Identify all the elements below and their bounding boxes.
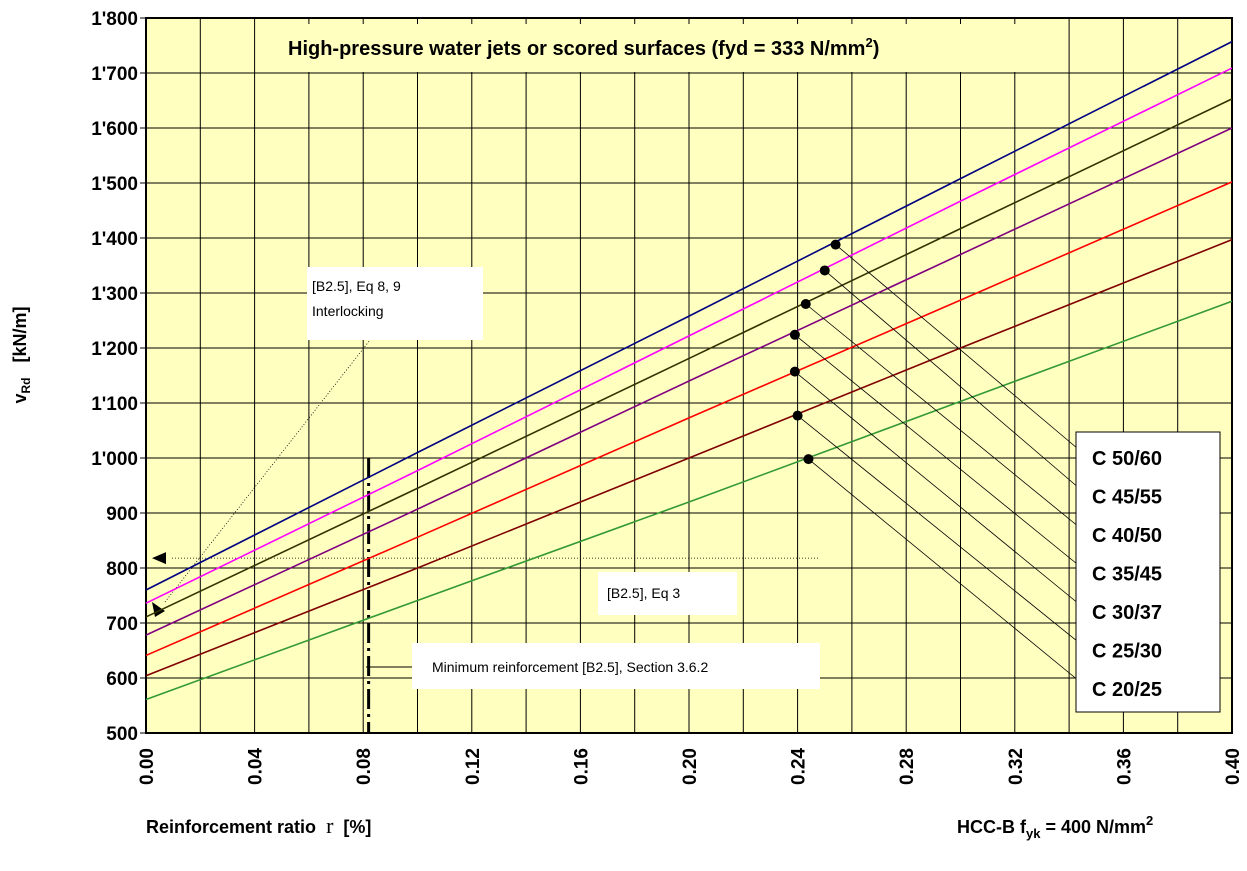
legend-leader-line	[835, 244, 1091, 460]
legend-item: C 20/25	[1092, 679, 1162, 701]
min-reinforcement-label-box	[412, 643, 820, 689]
y-tick-label: 1'800	[91, 9, 138, 30]
legend-leader-line	[824, 270, 1091, 498]
legend-leader-line	[808, 458, 1091, 691]
legend-item: C 35/45	[1092, 564, 1162, 586]
series-line	[145, 67, 1233, 604]
series-line	[145, 181, 1233, 657]
interlocking-label-line2: Interlocking	[312, 303, 384, 319]
title-box	[280, 24, 1020, 72]
series-line	[145, 127, 1233, 636]
x-tick-label: 0.12	[463, 748, 484, 785]
series-line	[145, 300, 1233, 701]
y-tick-labels: 500 600 700 800 900 1'000 1'100 1'200 1'300 1'400…	[91, 9, 146, 745]
y-tick-label: 1'200	[91, 339, 138, 360]
eq3-label-box	[598, 572, 737, 615]
x-tick-label: 0.08	[354, 748, 375, 785]
y-tick-label: 1'500	[91, 174, 138, 195]
x-tick-label: 0.16	[571, 748, 592, 785]
x-tick-label: 0.32	[1006, 748, 1027, 785]
y-tick-label: 1'000	[91, 449, 138, 470]
x-tick-label: 0.40	[1223, 748, 1244, 785]
legend-box	[1075, 431, 1221, 713]
y-tick-label: 1'700	[91, 64, 138, 85]
series	[145, 40, 1233, 701]
y-tick-label: 1'600	[91, 119, 138, 140]
series-line	[145, 238, 1233, 677]
plot-border	[145, 17, 1233, 734]
x-tick-label: 0.00	[137, 748, 158, 785]
svg-text:vRd [kN/m]: vRd [kN/m]	[10, 306, 33, 403]
chart-title: High-pressure water jets or scored surfa…	[288, 35, 879, 60]
min-reinforcement-label: Minimum reinforcement [B2.5], Section 3.…	[432, 659, 708, 675]
y-tick-label: 1'400	[91, 229, 138, 250]
x-tick-label: 0.20	[680, 748, 701, 785]
x-tick-label: 0.28	[897, 748, 918, 785]
interlocking-label-box	[307, 267, 483, 340]
x-axis-label: Reinforcement ratio r [%]	[146, 813, 371, 838]
y-tick-label: 1'100	[91, 394, 138, 415]
y-tick-label: 900	[106, 504, 138, 525]
grid	[145, 17, 1233, 734]
x-tick-label: 0.04	[246, 748, 267, 785]
legend-item: C 40/50	[1092, 525, 1162, 547]
y-tick-label: 800	[106, 559, 138, 580]
legend-item: C 45/55	[1092, 487, 1162, 509]
x-tick-labels: 0.00 0.04 0.08 0.12 0.16 0.20 0.24 0.28 0.32 0.36…	[137, 748, 1244, 785]
y-axis-label: vRd [kN/m]	[10, 306, 33, 403]
interlocking-label-line1: [B2.5], Eq 8, 9	[312, 278, 401, 294]
legend-item: C 25/30	[1092, 641, 1162, 663]
annotations: [B2.5], Eq 8, 9 Interlocking [B2.5], Eq 3 M…	[152, 267, 820, 733]
legend-leader-line	[805, 303, 1091, 537]
legend: C 50/60 C 45/55 C 40/50 C 35/45 C 30/37 C 25/…	[1092, 448, 1162, 701]
eq3-label: [B2.5], Eq 3	[607, 585, 680, 601]
steel-grade-note: HCC-B fyk = 400 N/mm2	[957, 813, 1153, 841]
legend-leader-line	[794, 371, 1091, 614]
legend-item: C 50/60	[1092, 448, 1162, 470]
y-tick-label: 600	[106, 669, 138, 690]
y-tick-label: 500	[106, 724, 138, 745]
y-tick-label: 700	[106, 614, 138, 635]
x-tick-label: 0.36	[1114, 748, 1135, 785]
series-line	[145, 98, 1233, 618]
x-tick-label: 0.24	[789, 748, 810, 785]
y-tick-label: 1'300	[91, 284, 138, 305]
legend-leaders	[794, 244, 1091, 691]
reference-arrow-icon	[152, 552, 166, 565]
legend-item: C 30/37	[1092, 602, 1162, 624]
legend-leader-line	[794, 334, 1091, 575]
legend-leader-line	[797, 415, 1091, 652]
series-line	[145, 40, 1233, 591]
